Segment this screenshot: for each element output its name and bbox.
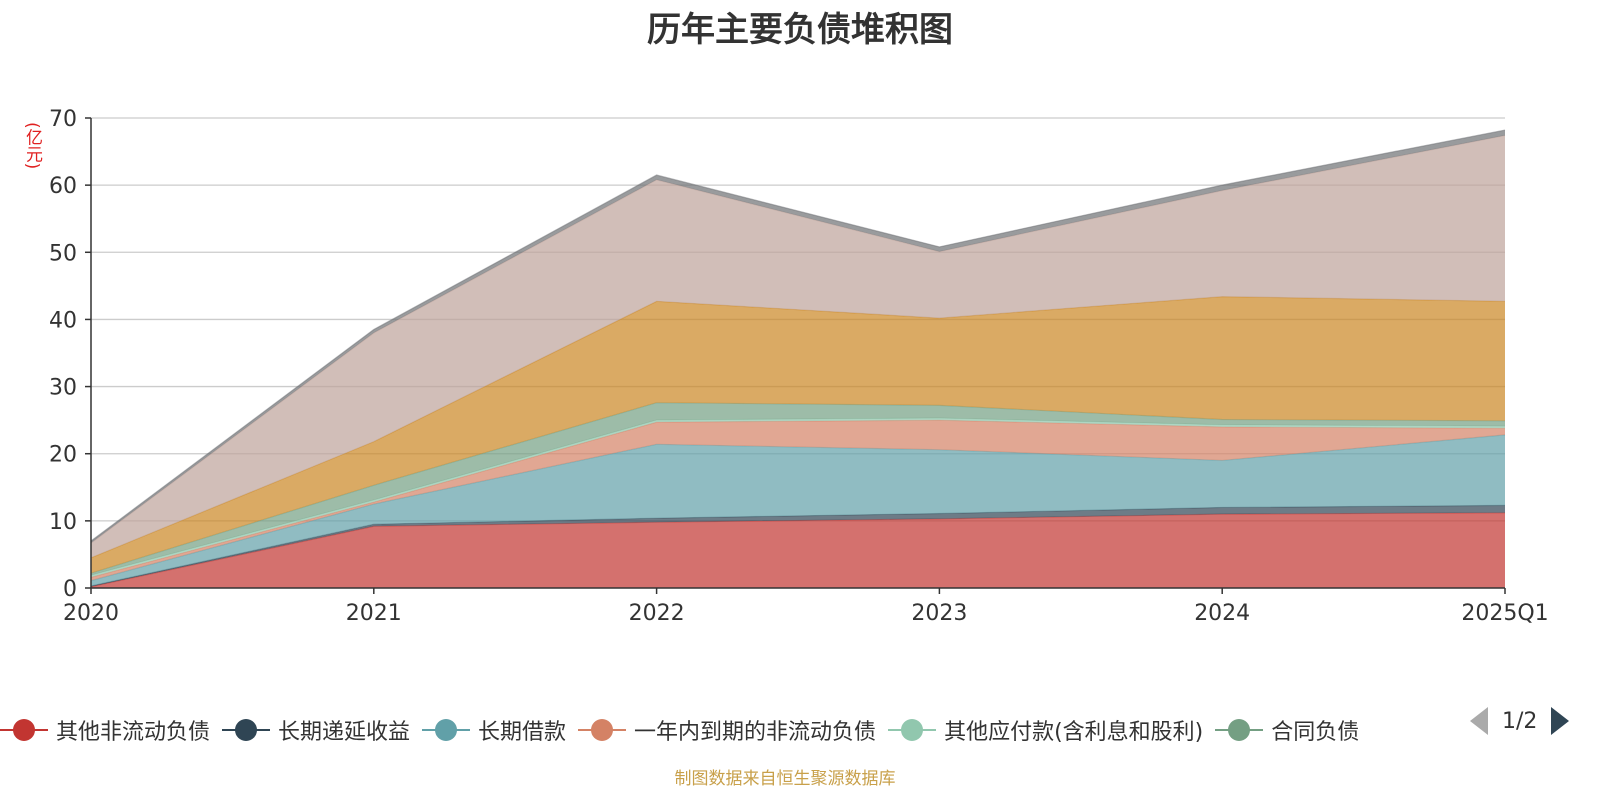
legend-item[interactable]: 长期借款 [422,714,566,746]
legend: 其他非流动负债 长期递延收益 长期借款 一年内到期的非流动负债 其他应付款(含利息和股利… [0,714,1480,754]
legend-prev-page-icon[interactable] [1470,707,1488,735]
legend-label: 一年内到期的非流动负债 [634,720,877,745]
y-axis-unit-label: (亿元) [22,122,42,170]
data-source-note: 制图数据来自恒生聚源数据库 [674,769,896,789]
area-series-8 [91,135,1505,558]
legend-pager: 1/2 [1470,704,1570,738]
area-series-1 [91,512,1505,588]
x-tick-label: 2021 [346,601,402,626]
area-series-3 [91,434,1505,586]
area-series-edge-9 [90,129,1506,542]
legend-item[interactable]: 其他非流动负债 [0,714,210,746]
area-series [90,129,1506,588]
area-series-7 [91,296,1505,574]
legend-marker-icon [578,718,627,742]
legend-marker-icon [1215,718,1264,742]
area-series-6 [91,402,1505,576]
legend-label: 合同负债 [1271,720,1360,745]
tick-labels: 0 10 20 30 40 50 60 70 2020 2021 2022 2023 2024 2025Q… [49,107,1549,626]
y-tick-label: 70 [49,107,77,132]
y-tick-label: 30 [49,376,77,401]
y-tick-label: 0 [63,577,77,602]
area-series-9 [91,130,1505,544]
legend-marker-icon [888,718,937,742]
legend-item[interactable]: 长期递延收益 [222,714,410,746]
x-tick-label: 2023 [911,601,967,626]
legend-label: 其他非流动负债 [56,720,211,745]
axes [85,117,1506,594]
x-tick-label: 2022 [629,601,685,626]
legend-label: 其他应付款(含利息和股利) [944,720,1204,745]
legend-label: 长期递延收益 [278,720,411,745]
y-tick-label: 20 [49,443,77,468]
legend-next-page-icon[interactable] [1551,707,1570,735]
stacked-area-chart: 0 10 20 30 40 50 60 70 2020 2021 2022 2023 2024 2025Q… [49,107,1549,626]
legend-label: 长期借款 [478,720,567,745]
legend-item[interactable]: 一年内到期的非流动负债 [578,714,876,746]
legend-marker-icon [422,718,471,742]
y-tick-label: 60 [49,174,77,199]
x-tick-label: 2025Q1 [1461,601,1548,626]
x-tick-label: 2020 [63,601,119,626]
y-tick-label: 50 [49,241,77,266]
legend-marker-icon [222,718,271,742]
area-series-4 [91,420,1505,581]
x-tick-label: 2024 [1194,601,1250,626]
y-tick-label: 40 [49,308,77,333]
y-tick-label: 10 [49,510,77,535]
legend-marker-icon [0,718,48,742]
chart-title: 历年主要负债堆积图 [647,10,953,50]
legend-item[interactable]: 其他应付款(含利息和股利) [888,714,1203,746]
legend-page-indicator: 1/2 [1502,708,1538,734]
legend-item[interactable]: 合同负债 [1215,714,1359,746]
